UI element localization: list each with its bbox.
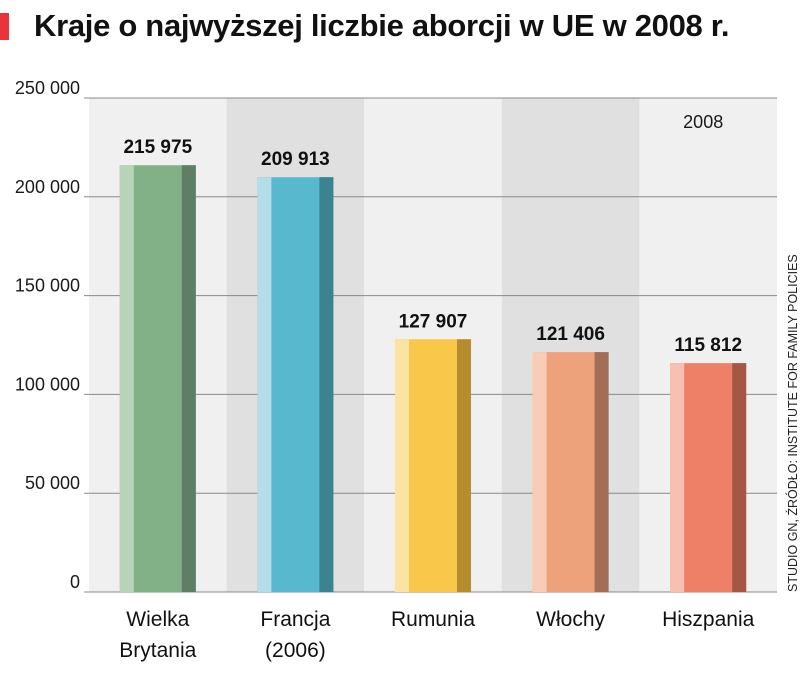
bar-highlight xyxy=(670,363,685,592)
y-tick-label: 0 xyxy=(70,572,80,592)
y-tick-label: 50 000 xyxy=(25,473,80,493)
chart-title: Kraje o najwyższej liczbie aborcji w UE … xyxy=(34,8,730,43)
y-tick-label: 250 000 xyxy=(15,78,80,98)
bar-value-label: 209 913 xyxy=(261,149,330,170)
bar-shadow xyxy=(594,352,609,592)
bar-value-label: 115 812 xyxy=(674,335,742,356)
bar-value-label: 127 907 xyxy=(399,311,468,332)
bar-highlight xyxy=(395,339,409,592)
x-tick-label: Wielka xyxy=(126,608,189,631)
accent-bar xyxy=(0,13,9,40)
bar-shadow xyxy=(732,363,747,592)
x-tick-label: Włochy xyxy=(536,608,605,631)
bar-shadow xyxy=(457,339,471,592)
bar-shadow xyxy=(181,165,196,592)
x-tick-label: Rumunia xyxy=(391,608,475,631)
y-tick-label: 100 000 xyxy=(15,374,80,394)
x-tick-label: Francja xyxy=(260,608,330,631)
bar-highlight xyxy=(119,165,134,592)
bar-shadow xyxy=(319,177,334,592)
source-credit: STUDIO GN, ŹRÓDŁO: INSTITUTE FOR FAMILY … xyxy=(786,254,800,592)
year-annotation: 2008 xyxy=(683,112,723,132)
bar-highlight xyxy=(257,177,272,592)
x-tick-label: Hiszpania xyxy=(662,608,755,631)
bar-value-label: 215 975 xyxy=(123,137,192,158)
bar-highlight xyxy=(532,352,547,592)
y-tick-label: 150 000 xyxy=(15,276,80,296)
x-tick-label: (2006) xyxy=(265,639,326,662)
bar-value-label: 121 406 xyxy=(536,324,605,345)
y-tick-label: 200 000 xyxy=(15,177,80,197)
x-tick-label: Brytania xyxy=(119,639,196,662)
